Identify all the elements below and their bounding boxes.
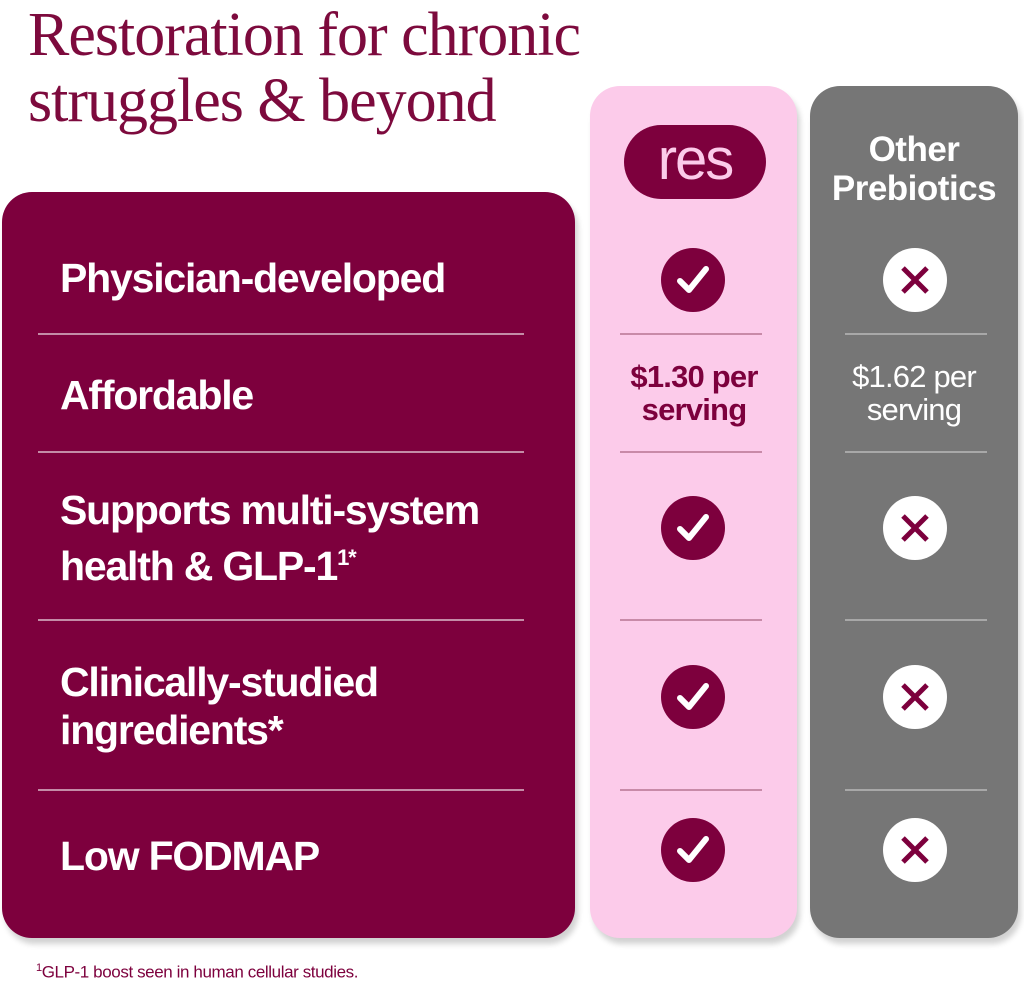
feature-physician-developed: Physician-developed xyxy=(60,255,446,301)
feature-affordable: Affordable xyxy=(60,372,254,418)
title-line: struggles & beyond xyxy=(28,67,497,135)
cross-icon xyxy=(883,665,947,729)
cross-icon xyxy=(883,818,947,882)
res-logo: res xyxy=(624,125,766,199)
divider xyxy=(845,451,987,453)
cross-icon xyxy=(883,496,947,560)
check-icon xyxy=(661,496,725,560)
divider xyxy=(845,619,987,621)
divider xyxy=(620,619,762,621)
divider xyxy=(38,451,524,453)
page-title: Restoration for chronic struggles & beyon… xyxy=(28,1,581,135)
divider xyxy=(845,333,987,335)
divider xyxy=(620,333,762,335)
feature-clinically-studied: Clinically-studied ingredients* xyxy=(60,659,379,753)
cross-icon xyxy=(883,248,947,312)
features-panel xyxy=(2,192,575,938)
other-prebiotics-header: Other Prebiotics xyxy=(831,130,997,208)
check-icon xyxy=(661,818,725,882)
other-price: $1.62 per serving xyxy=(852,359,977,427)
check-icon xyxy=(661,248,725,312)
divider xyxy=(620,789,762,791)
title-line: Restoration for chronic xyxy=(28,1,581,69)
divider xyxy=(845,789,987,791)
footnote: 1GLP-1 boost seen in human cellular stud… xyxy=(36,962,359,982)
feature-low-fodmap: Low FODMAP xyxy=(60,833,320,879)
feature-multi-system: Supports multi-system health & GLP-11* xyxy=(60,487,480,589)
divider xyxy=(38,333,524,335)
check-icon xyxy=(661,665,725,729)
divider xyxy=(620,451,762,453)
divider xyxy=(38,789,524,791)
res-price: $1.30 per serving xyxy=(630,359,758,427)
divider xyxy=(38,619,524,621)
